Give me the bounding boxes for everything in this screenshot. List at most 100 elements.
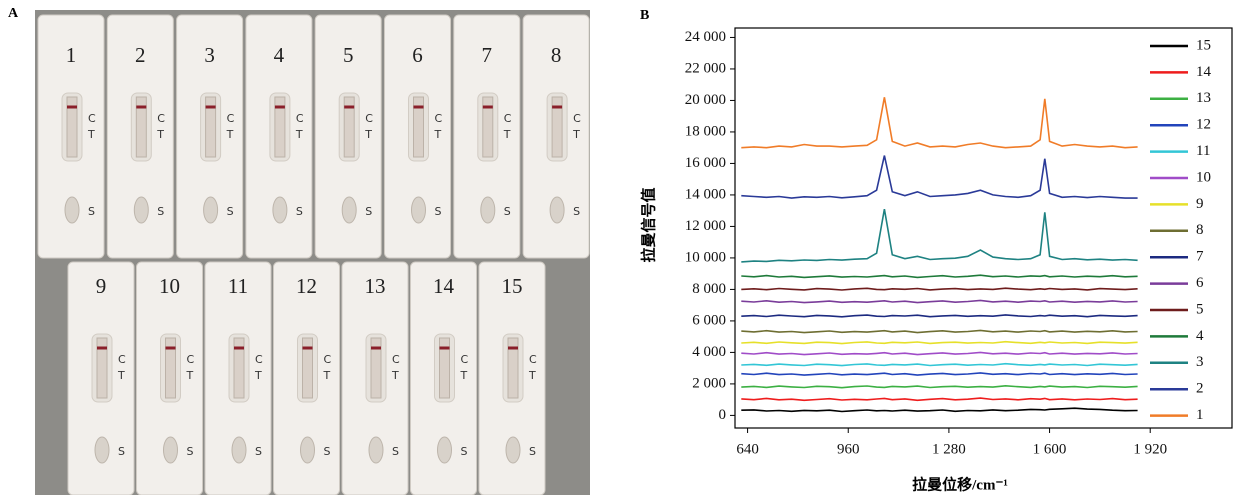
legend-label: 3: [1196, 354, 1204, 370]
strip-number: 1: [66, 43, 77, 67]
strip-number: 3: [204, 43, 215, 67]
sample-well: [300, 436, 315, 464]
t-label: T: [87, 128, 95, 141]
y-tick-label: 2 000: [692, 375, 726, 391]
y-tick-label: 8 000: [692, 281, 726, 297]
test-strip: 5 CT S: [314, 14, 382, 259]
sample-well: [163, 436, 178, 464]
x-tick-label: 1 280: [932, 441, 966, 457]
s-label: S: [187, 445, 194, 458]
t-label: T: [503, 128, 511, 141]
c-label: C: [227, 112, 235, 125]
legend-label: 11: [1196, 143, 1210, 159]
y-tick-label: 6 000: [692, 312, 726, 328]
sample-well: [549, 196, 565, 224]
s-label: S: [392, 445, 399, 458]
legend-label: 9: [1196, 196, 1204, 212]
legend-label: 14: [1196, 64, 1212, 80]
sample-well: [505, 436, 521, 464]
test-strip: 3 CT S: [176, 14, 244, 259]
window: [507, 337, 519, 399]
test-strip: 10 CT S: [136, 261, 203, 496]
window: [233, 337, 245, 399]
c-label: C: [187, 353, 195, 366]
t-label: T: [434, 128, 442, 141]
y-tick-label: 16 000: [685, 155, 726, 171]
y-tick-label: 18 000: [685, 123, 726, 139]
y-tick-label: 14 000: [685, 186, 726, 202]
c-label: C: [118, 353, 126, 366]
y-tick-label: 0: [719, 407, 727, 423]
y-tick-label: 4 000: [692, 344, 726, 360]
sample-well: [133, 196, 149, 224]
spectrum-line: [741, 362, 1138, 367]
sample-well: [480, 196, 496, 224]
spectrum-line: [741, 372, 1138, 376]
c-label: C: [392, 353, 400, 366]
window: [343, 96, 355, 158]
s-label: S: [255, 445, 262, 458]
spectrum-line: [741, 329, 1138, 334]
c-label: C: [88, 112, 96, 125]
strip-number: 15: [502, 274, 523, 298]
y-tick-label: 22 000: [685, 60, 726, 76]
c-label: C: [435, 112, 443, 125]
t-label: T: [226, 128, 234, 141]
s-label: S: [88, 205, 95, 218]
legend-label: 8: [1196, 222, 1204, 238]
c-label: C: [461, 353, 469, 366]
test-strip: 13 CT S: [341, 261, 409, 496]
x-tick-label: 1 600: [1033, 441, 1067, 457]
legend-label: 12: [1196, 117, 1211, 133]
s-label: S: [573, 205, 580, 218]
c-label: C: [296, 112, 304, 125]
t-label: T: [186, 369, 194, 382]
spectrum-line: [741, 384, 1138, 389]
s-label: S: [118, 445, 125, 458]
c-label: C: [157, 112, 165, 125]
legend-label: 10: [1196, 169, 1211, 185]
test-strip: 14 CT S: [410, 261, 477, 496]
t-label: T: [572, 128, 580, 141]
panel-label: A: [8, 6, 19, 21]
s-label: S: [157, 205, 164, 218]
s-label: S: [296, 205, 303, 218]
c-label: C: [255, 353, 263, 366]
strip-number: 10: [159, 274, 180, 298]
y-axis-label: 拉曼信号值: [639, 187, 657, 262]
spectrum-line: [741, 340, 1138, 345]
window: [96, 337, 108, 399]
photo: 1CTS2CTS3CTS4CTS5CTS6CTS7CTS8CTS9CTS10CT…: [37, 14, 590, 496]
t-label: T: [156, 128, 164, 141]
c-label: C: [504, 112, 512, 125]
strip-number: 13: [365, 274, 386, 298]
spectrum-line: [741, 407, 1138, 413]
strip-number: 8: [551, 43, 562, 67]
test-strip: 12 CT S: [273, 261, 340, 496]
y-tick-label: 24 000: [685, 29, 726, 45]
test-strip: 9 CT S: [67, 261, 135, 496]
s-label: S: [504, 205, 511, 218]
s-label: S: [435, 205, 442, 218]
test-strip: 1 CT S: [37, 14, 105, 259]
c-label: C: [324, 353, 332, 366]
sample-well: [272, 196, 288, 224]
x-axis-label: 拉曼位移/cm⁻¹: [912, 475, 1008, 493]
legend-label: 6: [1196, 275, 1204, 291]
legend-label: 15: [1196, 37, 1211, 53]
sample-well: [64, 196, 80, 224]
strip-number: 9: [96, 274, 107, 298]
window: [274, 96, 286, 158]
spectrum-line: [741, 155, 1138, 199]
legend-label: 5: [1196, 301, 1204, 317]
test-strip: 6 CT S: [384, 14, 451, 259]
s-label: S: [324, 445, 331, 458]
spectrum-line: [741, 208, 1138, 263]
sample-well: [368, 436, 384, 464]
window: [482, 96, 494, 158]
sample-well: [203, 196, 219, 224]
spectrum-line: [741, 351, 1138, 356]
window: [205, 96, 217, 158]
c-label: C: [529, 353, 537, 366]
